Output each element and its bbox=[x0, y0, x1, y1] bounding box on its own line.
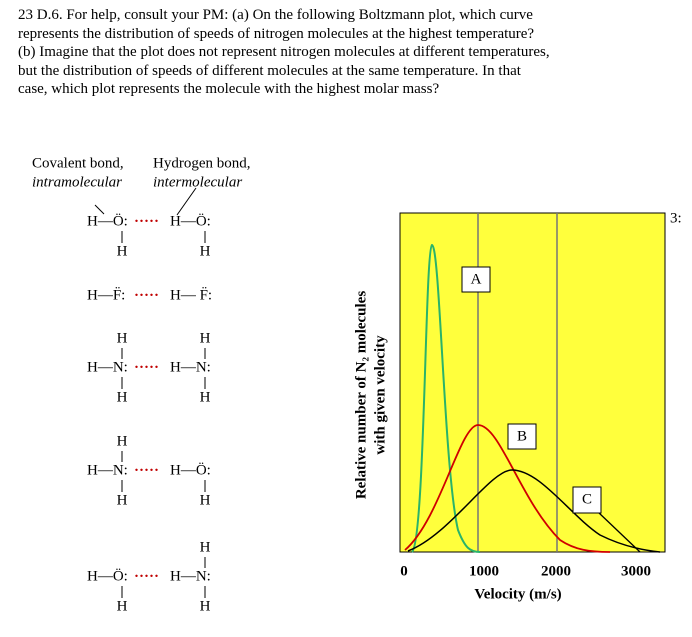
question-line: 23 D.6. For help, consult your PM: (a) O… bbox=[18, 7, 533, 23]
molecule: H—F̈: bbox=[87, 286, 125, 303]
x-tick-label: 0 bbox=[400, 563, 408, 579]
plot-area bbox=[399, 212, 666, 553]
legend-text: Covalent bond, bbox=[32, 155, 124, 171]
hydrogen-bond: ····· bbox=[134, 462, 159, 478]
x-axis-label: Velocity (m/s) bbox=[474, 586, 561, 602]
x-tick-label: 2000 bbox=[541, 563, 571, 579]
pointer bbox=[94, 204, 105, 215]
label-box bbox=[507, 423, 537, 450]
atom: H bbox=[200, 389, 211, 405]
atom: H bbox=[200, 539, 211, 555]
label-box bbox=[572, 486, 602, 514]
molecule-pairs: H—Ö: ····· H—Ö: H H H—F̈: ····· H— F̈: H—N: ·····… bbox=[87, 212, 212, 614]
y-axis-label: with given velocity bbox=[372, 335, 388, 455]
curve-label: C bbox=[582, 491, 592, 507]
atom: H bbox=[200, 492, 211, 508]
atom: H bbox=[200, 243, 211, 259]
curve bbox=[411, 243, 481, 553]
hydrogen-bond: ····· bbox=[134, 287, 159, 303]
hydrogen-bond: ····· bbox=[134, 568, 159, 584]
pointer bbox=[597, 511, 641, 553]
molecule: H—Ö: bbox=[87, 567, 128, 584]
pointer bbox=[176, 187, 197, 216]
label-box bbox=[461, 266, 491, 293]
question-line: but the distribution of speeds of differ… bbox=[18, 62, 521, 79]
x-tick-label: 3000 bbox=[621, 563, 651, 579]
legend-text: intramolecular bbox=[32, 174, 122, 190]
hydrogen-bond: ····· bbox=[134, 213, 159, 229]
x-tick-label: 1000 bbox=[469, 563, 499, 579]
question: 23 D.6. For help, consult your PM: (a) O… bbox=[18, 6, 678, 99]
molecule: H—Ö: bbox=[87, 212, 128, 229]
corner-text: 3: bbox=[670, 210, 682, 226]
atom: H bbox=[117, 389, 128, 405]
molecule: H—N: bbox=[87, 462, 128, 478]
atom: H bbox=[117, 598, 128, 614]
question-line: case, which plot represents the molecule… bbox=[18, 81, 440, 97]
atom: H bbox=[117, 492, 128, 508]
question-line: represents the distribution of speeds of… bbox=[18, 25, 535, 42]
curve-label: B bbox=[517, 428, 527, 444]
molecule: H—N: bbox=[170, 568, 211, 584]
atom: H bbox=[117, 433, 128, 449]
molecule: H—Ö: bbox=[170, 461, 211, 478]
molecule: H—N: bbox=[87, 359, 128, 375]
atom: H bbox=[117, 243, 128, 259]
atom: H bbox=[200, 598, 211, 614]
question-line: (b) Imagine that the plot does not repre… bbox=[18, 44, 550, 60]
molecule: H— F̈: bbox=[170, 286, 212, 303]
molecule: H—Ö: bbox=[170, 212, 211, 229]
y-axis-label: Relative number of N₂ molecules bbox=[353, 291, 369, 500]
legend-text: Hydrogen bond, bbox=[153, 155, 251, 171]
curve bbox=[404, 424, 611, 553]
atom: H bbox=[117, 330, 128, 346]
legend-text: intermolecular bbox=[153, 174, 242, 190]
hydrogen-bond: ····· bbox=[134, 359, 159, 375]
curve bbox=[407, 469, 661, 553]
atom: H bbox=[200, 330, 211, 346]
curve-label: A bbox=[471, 271, 482, 287]
molecule: H—N: bbox=[170, 359, 211, 375]
